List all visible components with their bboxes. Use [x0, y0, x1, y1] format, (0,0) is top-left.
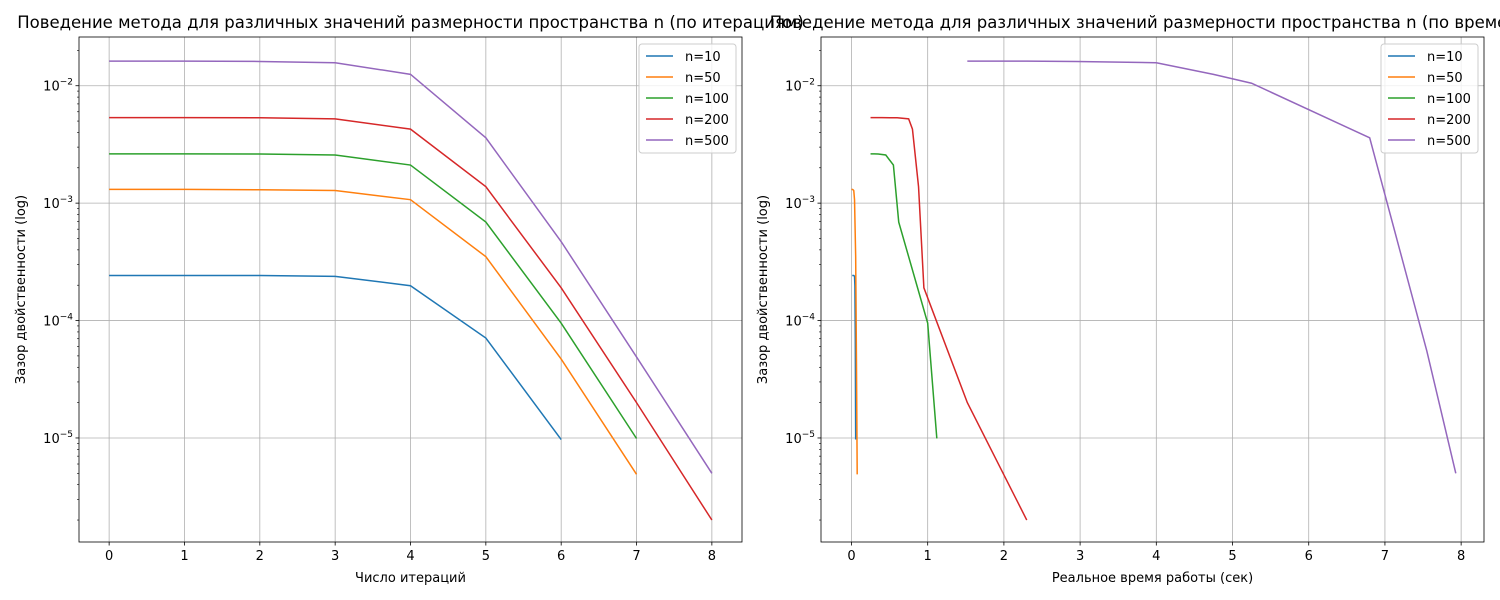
legend-box [1380, 43, 1479, 154]
y-tick-label: 10−4 [785, 313, 815, 330]
x-tick-label: 4 [1152, 549, 1160, 564]
x-tick-label: 3 [1076, 549, 1084, 564]
series-line-n=100 [870, 153, 938, 439]
y-tick-base: 10 [43, 80, 60, 95]
series-line-n=100 [109, 153, 638, 439]
legend-label: n=50 [685, 71, 721, 86]
y-tick-exponent: −5 [802, 430, 815, 440]
y-tick-label: 10−3 [43, 195, 73, 212]
y-tick-exponent: −5 [60, 430, 73, 440]
legend-box [638, 43, 737, 154]
series-line-n=500 [967, 60, 1457, 474]
x-tick-label: 4 [406, 549, 414, 564]
series-line-n=500 [109, 60, 713, 474]
legend-label: n=100 [685, 92, 729, 107]
legend: n=10 n=50 n=100 n=200 n=500 [638, 43, 737, 154]
legend: n=10 n=50 n=100 n=200 n=500 [1380, 43, 1479, 154]
series-line-n=10 [109, 274, 562, 440]
legend-label: n=100 [1427, 92, 1471, 107]
y-tick-exponent: −2 [60, 78, 73, 88]
x-tick-label: 8 [708, 549, 716, 564]
series-line-n=200 [870, 116, 1028, 521]
legend-label: n=200 [685, 113, 729, 128]
x-tick-label: 5 [482, 549, 490, 564]
y-tick-label: 10−4 [43, 313, 73, 330]
x-tick-label: 2 [1000, 549, 1008, 564]
y-tick-label: 10−3 [785, 195, 815, 212]
x-tick-label: 7 [632, 549, 640, 564]
y-tick-base: 10 [43, 197, 60, 212]
y-tick-label: 10−2 [785, 78, 815, 95]
x-tick-label: 6 [557, 549, 565, 564]
y-tick-base: 10 [43, 432, 60, 447]
y-tick-label: 10−2 [43, 78, 73, 95]
x-tick-label: 0 [105, 549, 113, 564]
series-line-n=50 [109, 188, 638, 475]
legend-label: n=200 [1427, 113, 1471, 128]
y-tick-exponent: −3 [60, 195, 73, 205]
y-tick-base: 10 [785, 80, 802, 95]
y-tick-label: 10−5 [785, 430, 815, 447]
legend-label: n=10 [1427, 50, 1463, 65]
x-tick-label: 0 [847, 549, 855, 564]
axes-frame [820, 36, 1485, 543]
x-tick-label: 6 [1305, 549, 1313, 564]
y-axis-label: Зазор двойственности (log) [756, 195, 771, 384]
x-tick-label: 7 [1381, 549, 1389, 564]
x-tick-label: 1 [180, 549, 188, 564]
y-axis-label: Зазор двойственности (log) [14, 195, 29, 384]
chart-title: Поведение метода для различных значений … [770, 13, 1500, 32]
y-tick-exponent: −4 [60, 313, 74, 323]
series-line-n=10 [852, 274, 857, 440]
y-tick-label: 10−5 [43, 430, 73, 447]
y-tick-base: 10 [43, 315, 60, 330]
x-tick-label: 2 [256, 549, 264, 564]
y-tick-base: 10 [785, 197, 802, 212]
x-tick-label: 8 [1457, 549, 1465, 564]
x-tick-label: 3 [331, 549, 339, 564]
legend-label: n=10 [685, 50, 721, 65]
legend-label: n=500 [1427, 134, 1471, 149]
x-axis-label: Реальное время работы (сек) [1052, 571, 1253, 586]
x-tick-label: 1 [924, 549, 932, 564]
y-tick-exponent: −4 [802, 313, 816, 323]
chart-title: Поведение метода для различных значений … [17, 13, 804, 32]
series-line-n=50 [851, 188, 858, 475]
series-line-n=200 [109, 116, 713, 521]
legend-label: n=50 [1427, 71, 1463, 86]
legend-label: n=500 [685, 134, 729, 149]
y-tick-base: 10 [785, 432, 802, 447]
x-tick-label: 5 [1228, 549, 1236, 564]
y-tick-exponent: −3 [802, 195, 815, 205]
y-tick-base: 10 [785, 315, 802, 330]
y-tick-exponent: −2 [802, 78, 815, 88]
x-axis-label: Число итераций [355, 571, 466, 586]
